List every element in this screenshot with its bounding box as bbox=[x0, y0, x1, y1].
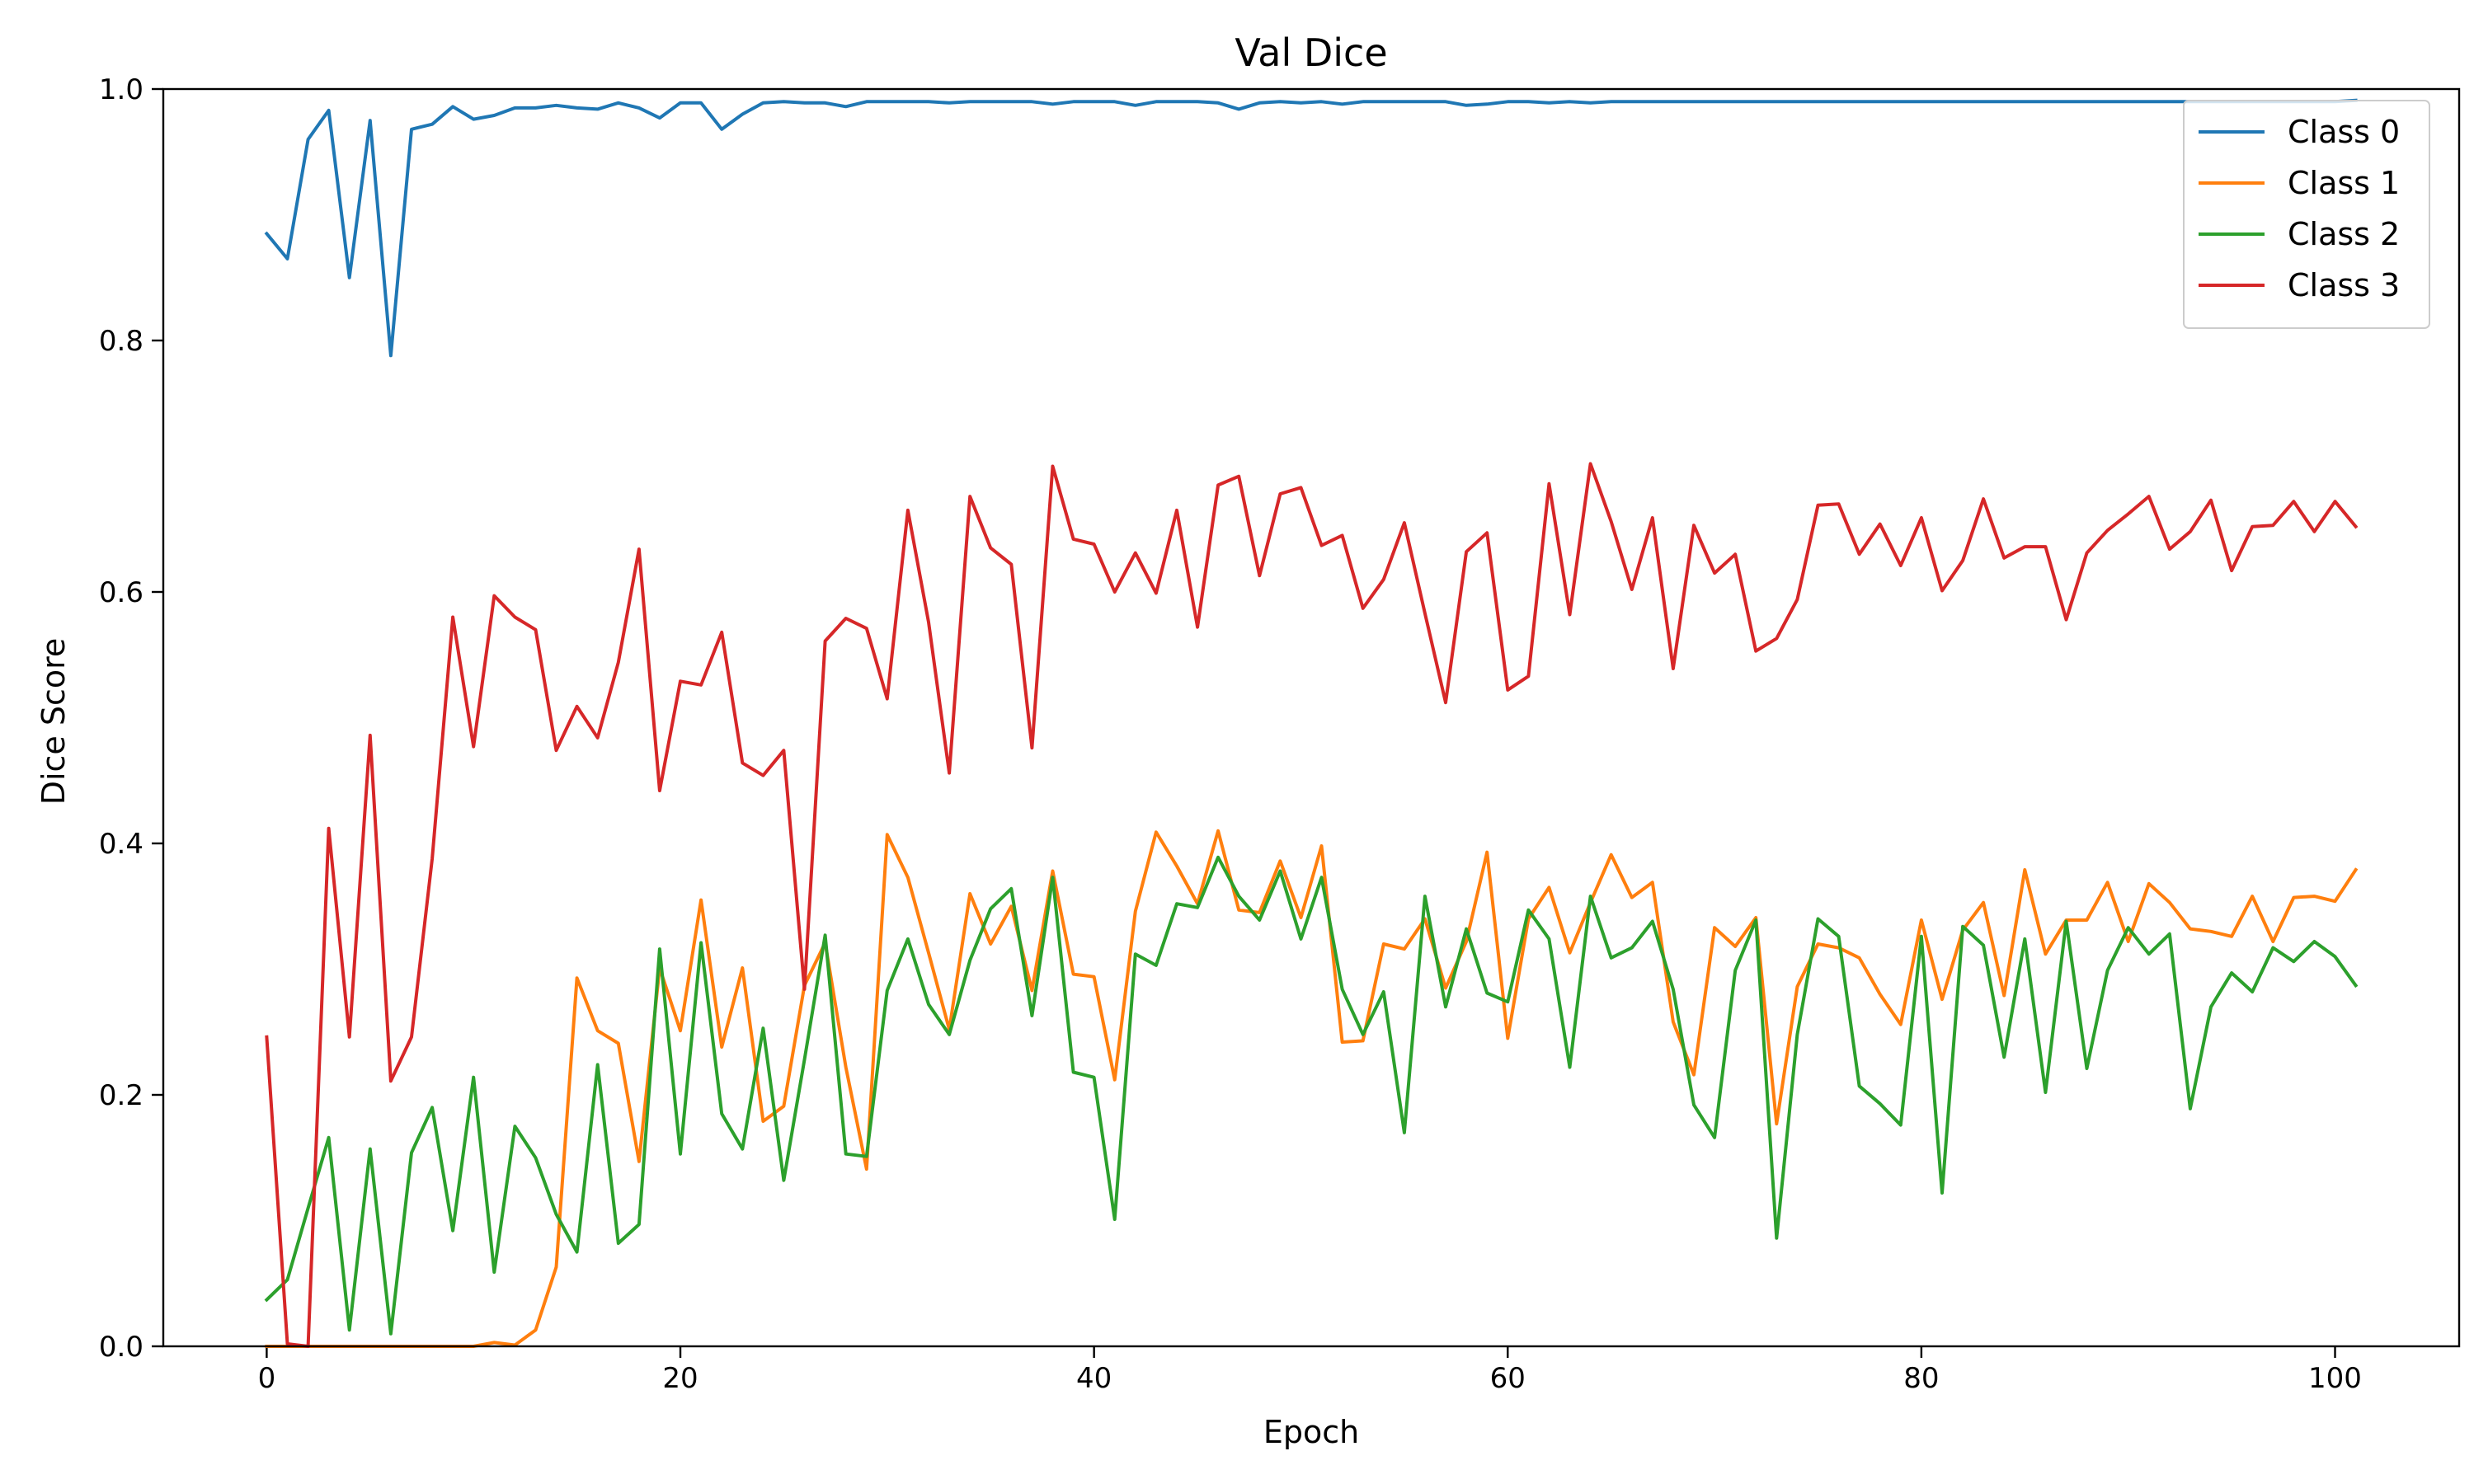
series-line-class-0 bbox=[264, 98, 2358, 358]
series-lines bbox=[264, 98, 2359, 1348]
y-tick-label: 0.4 bbox=[99, 828, 143, 861]
x-axis-ticks: 0 20 40 60 80 100 bbox=[258, 1346, 2362, 1395]
x-tick-label: 40 bbox=[1076, 1362, 1112, 1395]
y-axis-label: Dice Score bbox=[35, 638, 72, 805]
y-tick-label: 0.2 bbox=[99, 1079, 143, 1112]
y-tick-label: 0.8 bbox=[99, 325, 143, 358]
chart-title: Val Dice bbox=[1235, 31, 1387, 75]
series-line-class-1 bbox=[265, 829, 2359, 1348]
legend-label: Class 1 bbox=[2288, 165, 2400, 201]
x-tick-label: 100 bbox=[2308, 1362, 2362, 1395]
legend-box bbox=[2183, 100, 2430, 329]
x-tick-label: 80 bbox=[1903, 1362, 1939, 1395]
x-tick-label: 0 bbox=[258, 1362, 276, 1395]
x-tick-label: 20 bbox=[662, 1362, 698, 1395]
plot-frame bbox=[162, 87, 2461, 1348]
series-line-class-3 bbox=[265, 462, 2359, 1348]
x-axis-label: Epoch bbox=[1263, 1414, 1359, 1450]
y-tick-label: 1.0 bbox=[99, 73, 143, 106]
series-line-class-2 bbox=[264, 855, 2359, 1336]
legend: Class 0 Class 1 Class 2 Class 3 bbox=[2183, 100, 2430, 329]
legend-label: Class 0 bbox=[2288, 114, 2400, 150]
x-tick-label: 60 bbox=[1490, 1362, 1526, 1395]
y-axis-ticks: 0.0 0.2 0.4 0.6 0.8 1.0 bbox=[99, 73, 163, 1364]
legend-label: Class 3 bbox=[2288, 267, 2400, 303]
y-tick-label: 0.6 bbox=[99, 576, 143, 609]
legend-label: Class 2 bbox=[2288, 216, 2400, 252]
y-tick-label: 0.0 bbox=[99, 1331, 143, 1364]
